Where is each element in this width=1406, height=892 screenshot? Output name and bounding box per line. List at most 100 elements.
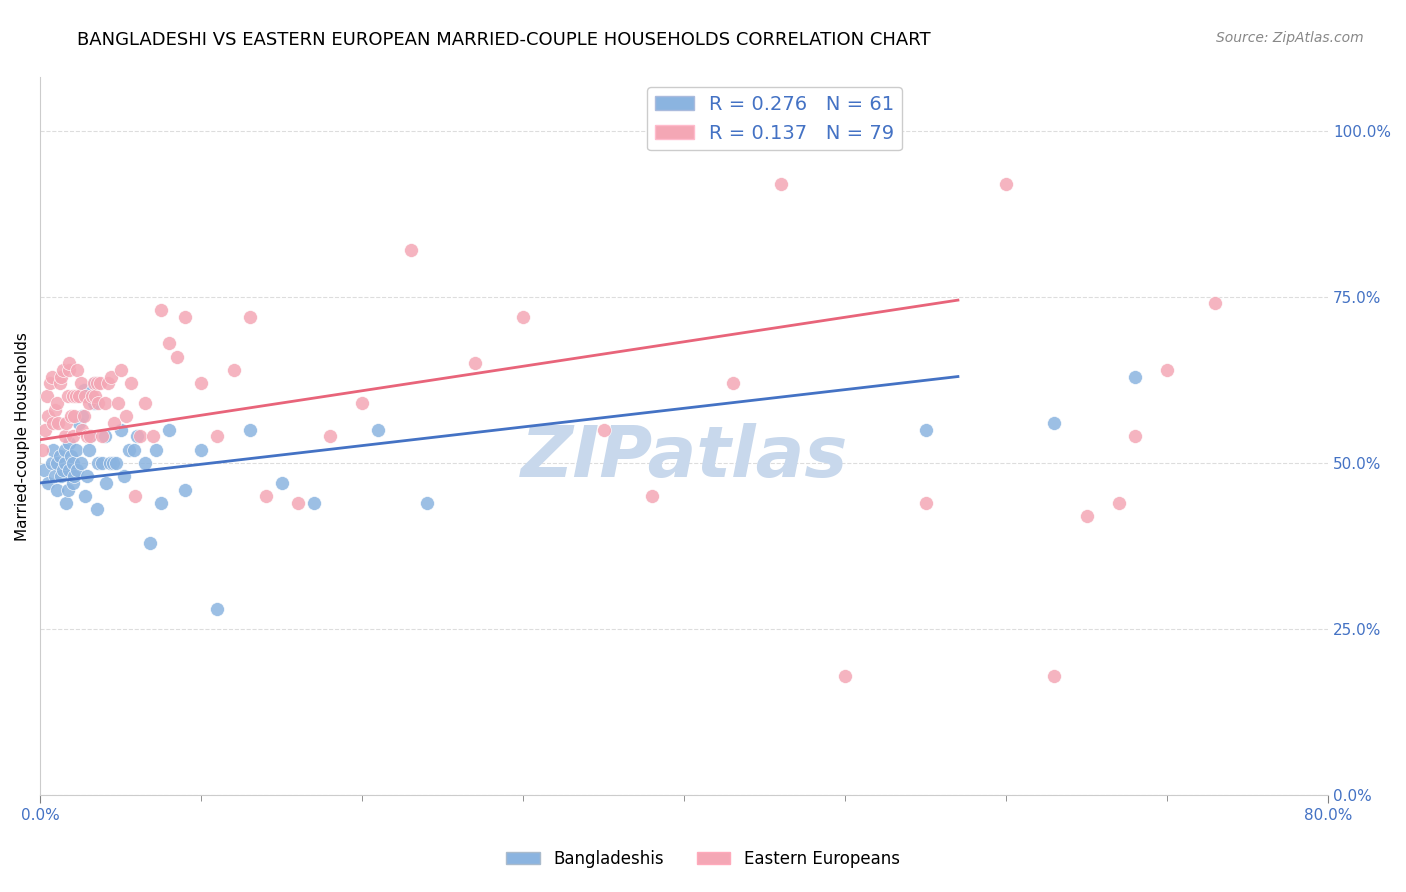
Point xyxy=(53,456,76,470)
Point xyxy=(90,429,112,443)
Point xyxy=(512,310,534,324)
Point xyxy=(94,429,117,443)
Point xyxy=(69,376,91,391)
Point xyxy=(254,489,277,503)
Point xyxy=(55,416,77,430)
Point xyxy=(84,376,107,391)
Point xyxy=(63,469,86,483)
Point xyxy=(66,363,89,377)
Point xyxy=(52,462,75,476)
Point xyxy=(97,376,120,391)
Point xyxy=(76,469,98,483)
Point xyxy=(103,416,125,430)
Point xyxy=(66,462,89,476)
Point xyxy=(63,409,86,424)
Point xyxy=(48,376,70,391)
Point xyxy=(1123,429,1146,443)
Point xyxy=(122,442,145,457)
Point xyxy=(142,429,165,443)
Point xyxy=(1108,496,1130,510)
Point xyxy=(41,456,63,470)
Point xyxy=(89,376,111,391)
Point xyxy=(834,668,856,682)
Point xyxy=(77,396,100,410)
Point xyxy=(76,429,98,443)
Point xyxy=(87,456,110,470)
Point xyxy=(72,423,94,437)
Point xyxy=(58,363,80,377)
Point xyxy=(239,423,262,437)
Point xyxy=(174,483,197,497)
Point xyxy=(207,602,229,616)
Point xyxy=(150,303,173,318)
Point xyxy=(87,396,110,410)
Point xyxy=(39,376,62,391)
Point xyxy=(62,475,84,490)
Point xyxy=(399,244,422,258)
Text: BANGLADESHI VS EASTERN EUROPEAN MARRIED-COUPLE HOUSEHOLDS CORRELATION CHART: BANGLADESHI VS EASTERN EUROPEAN MARRIED-… xyxy=(77,31,931,49)
Point xyxy=(207,429,229,443)
Point xyxy=(101,456,124,470)
Point xyxy=(239,310,262,324)
Point xyxy=(62,456,84,470)
Point xyxy=(157,336,180,351)
Point xyxy=(90,456,112,470)
Point xyxy=(37,409,59,424)
Point xyxy=(44,469,66,483)
Point xyxy=(42,442,65,457)
Point xyxy=(995,177,1018,191)
Point xyxy=(46,416,69,430)
Point xyxy=(69,456,91,470)
Point xyxy=(52,363,75,377)
Point xyxy=(1043,416,1066,430)
Point xyxy=(56,389,79,403)
Point xyxy=(118,442,141,457)
Point xyxy=(86,502,108,516)
Point xyxy=(41,369,63,384)
Point xyxy=(190,376,212,391)
Point xyxy=(114,409,136,424)
Point xyxy=(73,409,96,424)
Point xyxy=(62,389,84,403)
Point xyxy=(45,483,67,497)
Point xyxy=(44,402,66,417)
Text: Source: ZipAtlas.com: Source: ZipAtlas.com xyxy=(1216,31,1364,45)
Point xyxy=(367,423,389,437)
Point xyxy=(79,429,101,443)
Point xyxy=(37,475,59,490)
Point xyxy=(58,356,80,370)
Point xyxy=(65,442,87,457)
Point xyxy=(1156,363,1178,377)
Point xyxy=(464,356,486,370)
Point xyxy=(67,416,90,430)
Point xyxy=(31,442,53,457)
Point xyxy=(319,429,342,443)
Point xyxy=(105,456,128,470)
Point xyxy=(98,456,121,470)
Point xyxy=(129,429,152,443)
Point xyxy=(352,396,374,410)
Point xyxy=(110,423,132,437)
Point xyxy=(174,310,197,324)
Point xyxy=(157,423,180,437)
Point xyxy=(166,350,188,364)
Point xyxy=(190,442,212,457)
Point xyxy=(51,369,73,384)
Point xyxy=(80,389,103,403)
Point xyxy=(77,442,100,457)
Text: ZIPatlas: ZIPatlas xyxy=(520,424,848,492)
Point xyxy=(67,389,90,403)
Point xyxy=(96,475,118,490)
Point xyxy=(72,409,94,424)
Point xyxy=(75,489,97,503)
Point xyxy=(1204,296,1226,310)
Point xyxy=(100,369,122,384)
Point xyxy=(58,436,80,450)
Point xyxy=(769,177,792,191)
Point xyxy=(416,496,439,510)
Point xyxy=(83,376,105,391)
Point xyxy=(65,389,87,403)
Point xyxy=(55,496,77,510)
Point xyxy=(86,376,108,391)
Point xyxy=(48,450,70,464)
